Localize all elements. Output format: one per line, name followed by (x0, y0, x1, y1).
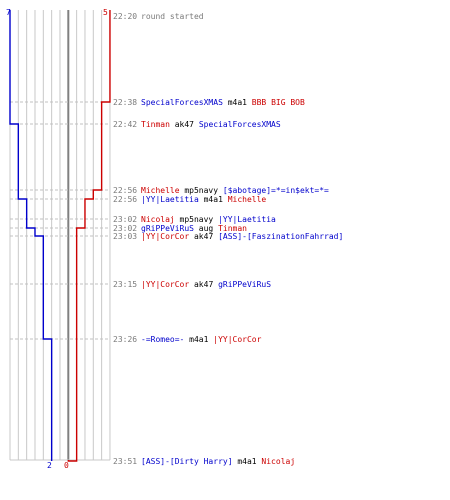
blue-start-count: 7 (6, 8, 11, 17)
event-text-segment: mp5navy (180, 186, 223, 195)
event-text-segment: |YY|CorCor (141, 232, 189, 241)
event-text-segment: gRiPPeViRuS (218, 280, 271, 289)
event-time: 23:02 (113, 224, 137, 233)
event-time: 23:03 (113, 232, 137, 241)
event-text: Nicolaj mp5navy |YY|Laetitia (141, 215, 276, 224)
event-text-segment: ak47 (170, 120, 199, 129)
event-text-segment: Michelle (141, 186, 180, 195)
event-text: gRiPPeViRuS aug Tinman (141, 224, 247, 233)
event-time: 22:38 (113, 98, 137, 107)
event-text-segment: round started (141, 12, 204, 21)
red-start-count: 5 (103, 8, 108, 17)
grid-lines (9, 10, 111, 461)
event-time: 22:42 (113, 120, 137, 129)
event-text-segment: |YY|CorCor (213, 335, 261, 344)
event-text-segment: Michelle (228, 195, 267, 204)
event-time: 22:56 (113, 195, 137, 204)
event-text-segment: m4a1 (223, 98, 252, 107)
event-time: 23:51 (113, 457, 137, 466)
event-text: [ASS]-[Dirty Harry] m4a1 Nicolaj (141, 457, 295, 466)
event-text-segment: [ASS]-[Dirty Harry] (141, 457, 233, 466)
event-time: 23:15 (113, 280, 137, 289)
event-time: 23:26 (113, 335, 137, 344)
event-time: 22:20 (113, 12, 137, 21)
event-text-segment: m4a1 (184, 335, 213, 344)
event-text-segment: |YY|Laetitia (218, 215, 276, 224)
event-time: 22:56 (113, 186, 137, 195)
event-text-segment: mp5navy (175, 215, 218, 224)
event-text-segment: gRiPPeViRuS (141, 224, 194, 233)
event-labels: 22:20 round started 22:38 SpecialForcesXMAS… (113, 12, 343, 466)
event-text: |YY|CorCor ak47 gRiPPeViRuS (141, 280, 271, 289)
event-text-segment: ak47 (189, 232, 218, 241)
event-text-segment: ak47 (189, 280, 218, 289)
red-team-step-line (67, 10, 111, 462)
event-text-segment: [$abotage]=*=in$ekt=*= (223, 186, 329, 195)
event-text-segment: Tinman (141, 120, 170, 129)
event-time: 23:02 (113, 215, 137, 224)
event-text-segment: |YY|CorCor (141, 280, 189, 289)
event-text-segment: Nicolaj (261, 457, 295, 466)
event-text: SpecialForcesXMAS m4a1 BBB BIG BOB (141, 98, 305, 107)
blue-end-count: 2 (47, 461, 52, 470)
event-text: round started (141, 12, 204, 21)
event-text-segment: Tinman (218, 224, 247, 233)
event-text-segment: aug (194, 224, 218, 233)
event-text-segment: |YY|Laetitia (141, 195, 199, 204)
event-text-segment: SpecialForcesXMAS (199, 120, 281, 129)
blue-team-step-line (9, 10, 53, 461)
event-text: Michelle mp5navy [$abotage]=*=in$ekt=*= (141, 186, 329, 195)
event-text-segment: m4a1 (233, 457, 262, 466)
event-text: -=Romeo=- m4a1 |YY|CorCor (141, 335, 262, 344)
event-text-segment: -=Romeo=- (141, 335, 184, 344)
event-text-segment: m4a1 (199, 195, 228, 204)
event-text: |YY|CorCor ak47 [ASS]-[FaszinationFahrra… (141, 232, 343, 241)
event-text-segment: [ASS]-[FaszinationFahrrad] (218, 232, 343, 241)
event-text-segment: BBB BIG BOB (252, 98, 305, 107)
event-text: Tinman ak47 SpecialForcesXMAS (141, 120, 281, 129)
event-text-segment: SpecialForcesXMAS (141, 98, 223, 107)
red-end-count: 0 (64, 461, 69, 470)
team-step-lines (9, 10, 111, 462)
event-text: |YY|Laetitia m4a1 Michelle (141, 195, 266, 204)
event-text-segment: Nicolaj (141, 215, 175, 224)
